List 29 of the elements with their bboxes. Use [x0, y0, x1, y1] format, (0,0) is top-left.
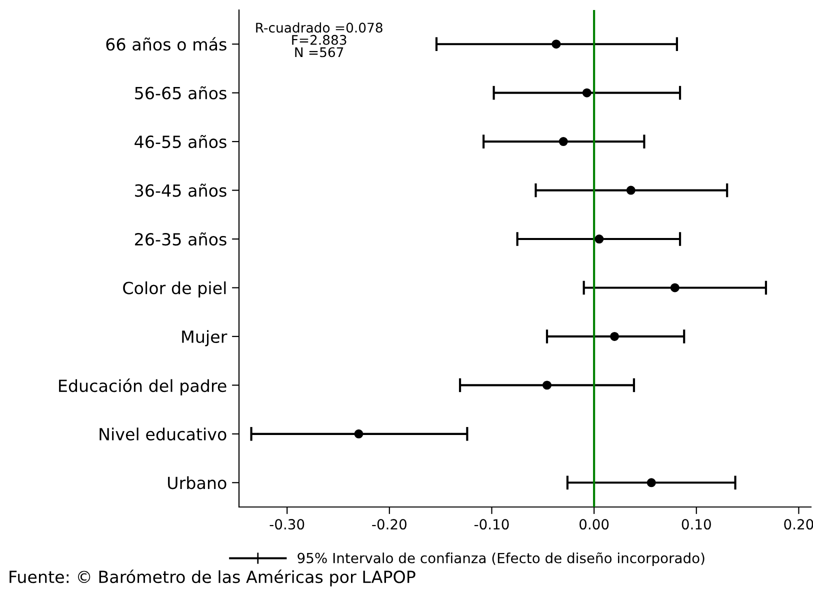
- y-tick-label: 66 años o más: [106, 37, 226, 51]
- point: [594, 234, 604, 244]
- point: [646, 478, 656, 488]
- y-tick-label: 26-35 años: [135, 232, 226, 246]
- y-tick-label: Nivel educativo: [100, 428, 226, 440]
- y-tick-label: Urbano: [168, 476, 226, 490]
- x-tick-label: 0.10: [682, 519, 711, 530]
- x-tick-label: 0.20: [784, 519, 813, 530]
- point: [582, 88, 592, 98]
- legend-label: 95% Intervalo de confianza (Efecto de diseño incorporado): [298, 552, 704, 566]
- y-tick-label: Color de piel: [123, 281, 226, 298]
- source-note: Fuente: © Barómetro de las Américas por LAPOP: [10, 570, 416, 586]
- x-tick-label: -0.20: [372, 519, 406, 530]
- point: [670, 283, 680, 292]
- point: [354, 429, 364, 438]
- y-tick-label: Mujer: [182, 330, 228, 346]
- point: [610, 332, 620, 341]
- y-tick-label: 36-45 años: [135, 184, 226, 197]
- point: [626, 186, 636, 195]
- point: [558, 137, 568, 146]
- point: [552, 40, 561, 49]
- y-tick-label: Educación del padre: [59, 378, 226, 396]
- x-tick-label: -0.30: [270, 519, 304, 530]
- point: [542, 380, 552, 390]
- y-tick-label: 46-55 años: [134, 134, 226, 148]
- y-tick-label: 56-65 años: [135, 86, 226, 100]
- annotation: R-cuadrado =0.078 F=2.883 N =567: [256, 22, 382, 58]
- x-tick-label: -0.10: [474, 519, 509, 530]
- x-tick-label: 0.00: [580, 519, 609, 530]
